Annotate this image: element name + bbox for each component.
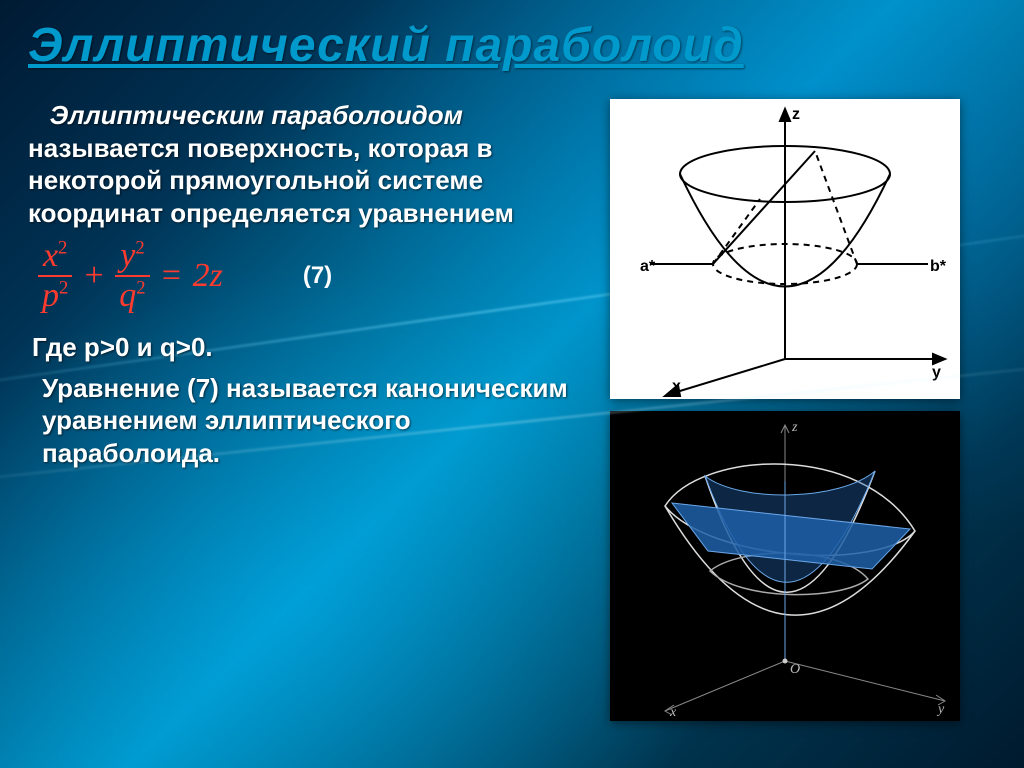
x-axis-label: x bbox=[672, 378, 681, 395]
equation: x2 p2 + y2 q2 = 2z bbox=[38, 239, 223, 313]
y-axis-label: y bbox=[932, 364, 941, 381]
canonical-paragraph: Уравнение (7) называется каноническим ур… bbox=[42, 372, 588, 470]
definition-paragraph: Эллиптическим параболоидом называется по… bbox=[28, 99, 588, 229]
plus-sign: + bbox=[82, 257, 105, 295]
definition-rest: называется поверхность, которая в некото… bbox=[28, 133, 514, 228]
figure-top: z y x a* b* bbox=[610, 99, 960, 399]
equation-frac-2: y2 q2 bbox=[115, 239, 149, 313]
figure-column: z y x a* b* bbox=[610, 99, 960, 721]
equals-sign: = bbox=[160, 257, 183, 295]
slide-title: Эллиптический параболоид bbox=[28, 18, 996, 73]
z-axis-label: z bbox=[792, 106, 800, 123]
a-label: a* bbox=[640, 258, 656, 275]
equation-number: (7) bbox=[303, 262, 332, 290]
text-column: Эллиптическим параболоидом называется по… bbox=[28, 99, 588, 721]
content-row: Эллиптическим параболоидом называется по… bbox=[28, 99, 996, 721]
definition-lead: Эллиптическим параболоидом bbox=[50, 100, 463, 130]
y-axis-label-2: y bbox=[936, 702, 945, 717]
origin-label: O bbox=[790, 662, 800, 677]
x-axis-label-2: x bbox=[669, 705, 677, 720]
equation-frac-1: x2 p2 bbox=[38, 239, 72, 313]
conditions-paragraph: Где p>0 и q>0. bbox=[32, 331, 588, 364]
figure-bottom: z y x O bbox=[610, 411, 960, 721]
equation-rhs: 2z bbox=[193, 257, 223, 295]
equation-row: x2 p2 + y2 q2 = 2z (7) bbox=[38, 239, 588, 313]
z-axis-label-2: z bbox=[791, 420, 798, 435]
slide: Эллиптический параболоид Эллиптическим п… bbox=[0, 0, 1024, 768]
b-label: b* bbox=[930, 258, 947, 275]
